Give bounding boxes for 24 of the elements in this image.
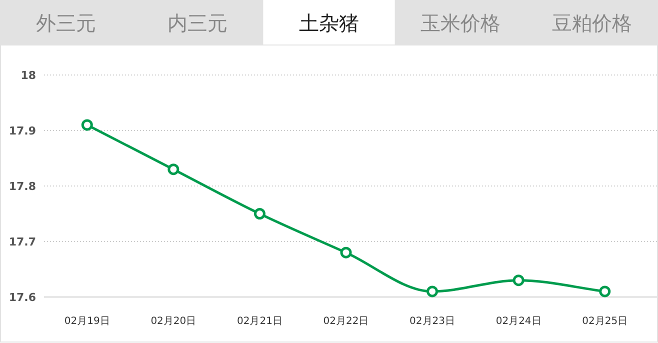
- point: [426, 286, 438, 298]
- text: 外三元: [36, 11, 96, 35]
- y-tick-label: 17.8: [8, 180, 36, 193]
- y-tick-label: 17.7: [8, 236, 36, 248]
- x-tick-label: 02月21日: [236, 316, 282, 327]
- point: [81, 119, 93, 131]
- x-tick-label: 02月24日: [496, 316, 542, 327]
- point: [340, 246, 352, 258]
- chart-title: 土杂猪: [299, 11, 359, 35]
- x-tick-label: 02月19日: [64, 316, 110, 327]
- y-tick-label: 18: [20, 69, 36, 82]
- point: [512, 274, 524, 286]
- x-tick-label: 02月22日: [323, 316, 369, 327]
- x-tick-label: 02月20日: [150, 316, 196, 327]
- text: 豆粕价格: [552, 11, 632, 35]
- y-tick-label: 17.9: [8, 124, 36, 138]
- point: [168, 164, 180, 176]
- x-tick-label: 02月25日: [582, 316, 628, 327]
- text: 玉米价格: [420, 11, 501, 35]
- point: [599, 286, 611, 298]
- y-tick-label: 17.6: [8, 291, 36, 304]
- point: [254, 208, 266, 220]
- x-tick-label: 02月23日: [410, 316, 456, 327]
- text: 内三元: [167, 11, 228, 35]
